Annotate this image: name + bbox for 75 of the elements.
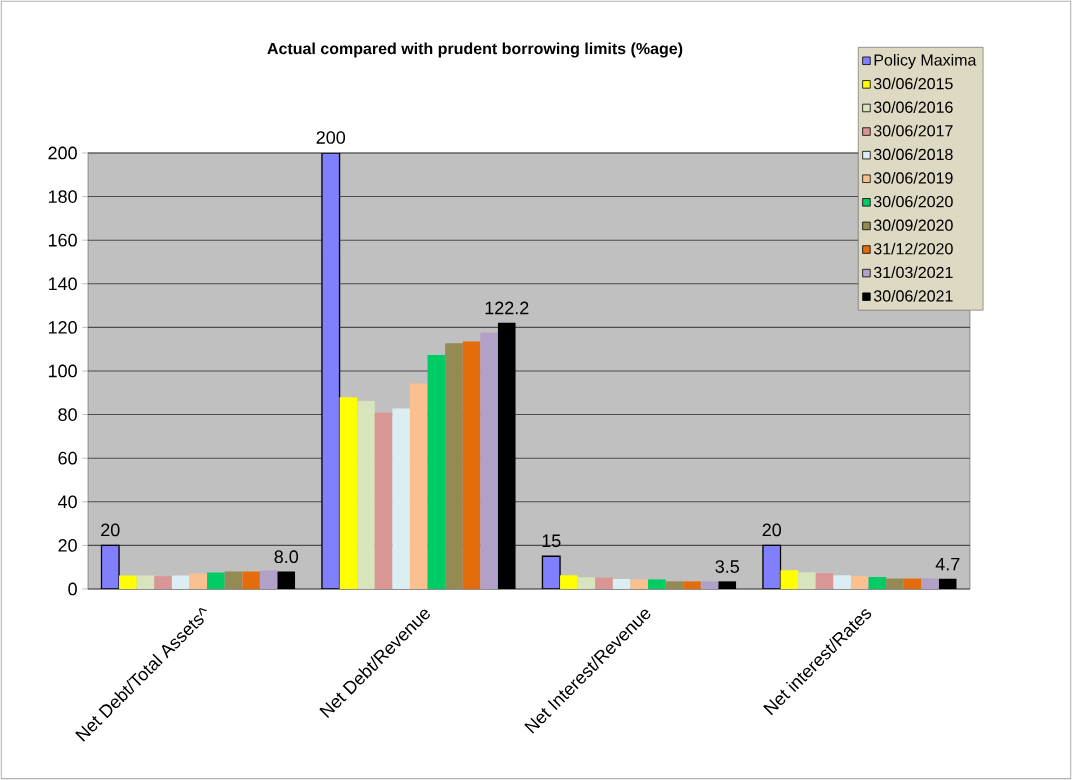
bar (119, 575, 137, 589)
bar (903, 578, 922, 589)
bar (665, 581, 684, 589)
bar (577, 577, 596, 589)
bar (630, 579, 649, 589)
bar (427, 355, 446, 589)
bar (259, 570, 278, 589)
bar (357, 400, 375, 589)
bar (718, 581, 737, 589)
legend-label: 30/06/2015 (873, 77, 953, 90)
legend-label: 30/06/2021 (873, 289, 953, 302)
bar (224, 571, 243, 589)
data-label: 122.2 (485, 301, 529, 315)
bar (462, 341, 481, 589)
legend-label: 30/06/2018 (873, 148, 953, 161)
y-tick-label: 80 (58, 408, 77, 421)
y-tick-label: 180 (48, 190, 77, 203)
y-tick-label: 100 (48, 364, 77, 378)
legend-label: 31/12/2020 (873, 242, 953, 255)
data-label: 200 (316, 131, 346, 144)
bar (154, 576, 172, 589)
bar (921, 578, 939, 589)
bar (938, 578, 957, 589)
bar (445, 343, 463, 589)
bar (648, 579, 666, 589)
data-label: 8.0 (274, 550, 299, 564)
y-tick-label: 120 (48, 321, 77, 334)
bar (886, 578, 904, 589)
bar (374, 412, 393, 589)
data-label: 4.7 (935, 557, 960, 571)
bar (409, 383, 428, 589)
bar (595, 577, 613, 589)
bar (850, 576, 869, 589)
bar (700, 581, 719, 589)
y-tick-label: 0 (68, 582, 77, 596)
legend-label: 30/09/2020 (873, 219, 953, 231)
bar (497, 322, 516, 589)
bar (868, 577, 887, 589)
bar (480, 332, 498, 589)
data-label: 20 (762, 523, 782, 537)
data-label: 3.5 (715, 560, 740, 573)
bar (100, 544, 120, 589)
bar (321, 152, 341, 589)
bar (339, 397, 358, 589)
bar (683, 581, 701, 589)
bar (780, 570, 799, 589)
legend-label: Policy Maxima (874, 53, 977, 69)
bar (560, 575, 578, 589)
bar (242, 571, 260, 589)
bar (541, 555, 561, 589)
y-tick-label: 140 (48, 277, 77, 291)
bar (171, 575, 190, 589)
legend-label: 30/06/2016 (873, 101, 953, 113)
bar (798, 572, 816, 589)
legend-label: 31/03/2021 (873, 266, 953, 279)
bar (392, 408, 410, 589)
bar (612, 578, 631, 589)
bar (833, 575, 851, 589)
bar (277, 571, 296, 589)
y-tick-label: 60 (58, 451, 77, 465)
chart-title: Actual compared with prudent borrowing limits (%age) (267, 42, 683, 58)
bar (207, 572, 225, 589)
data-label: 20 (101, 523, 120, 537)
data-label: 15 (542, 534, 561, 548)
legend-label: 30/06/2019 (873, 171, 953, 184)
y-tick-label: 160 (48, 233, 77, 247)
legend-label: 30/06/2020 (873, 195, 953, 208)
y-tick-label: 40 (58, 495, 77, 509)
y-tick-label: 200 (48, 146, 77, 160)
y-tick-label: 20 (58, 539, 77, 552)
bar (762, 544, 782, 589)
bar (815, 573, 834, 589)
legend-label: 30/06/2017 (873, 124, 953, 137)
bar (136, 575, 155, 589)
bar (189, 573, 208, 589)
